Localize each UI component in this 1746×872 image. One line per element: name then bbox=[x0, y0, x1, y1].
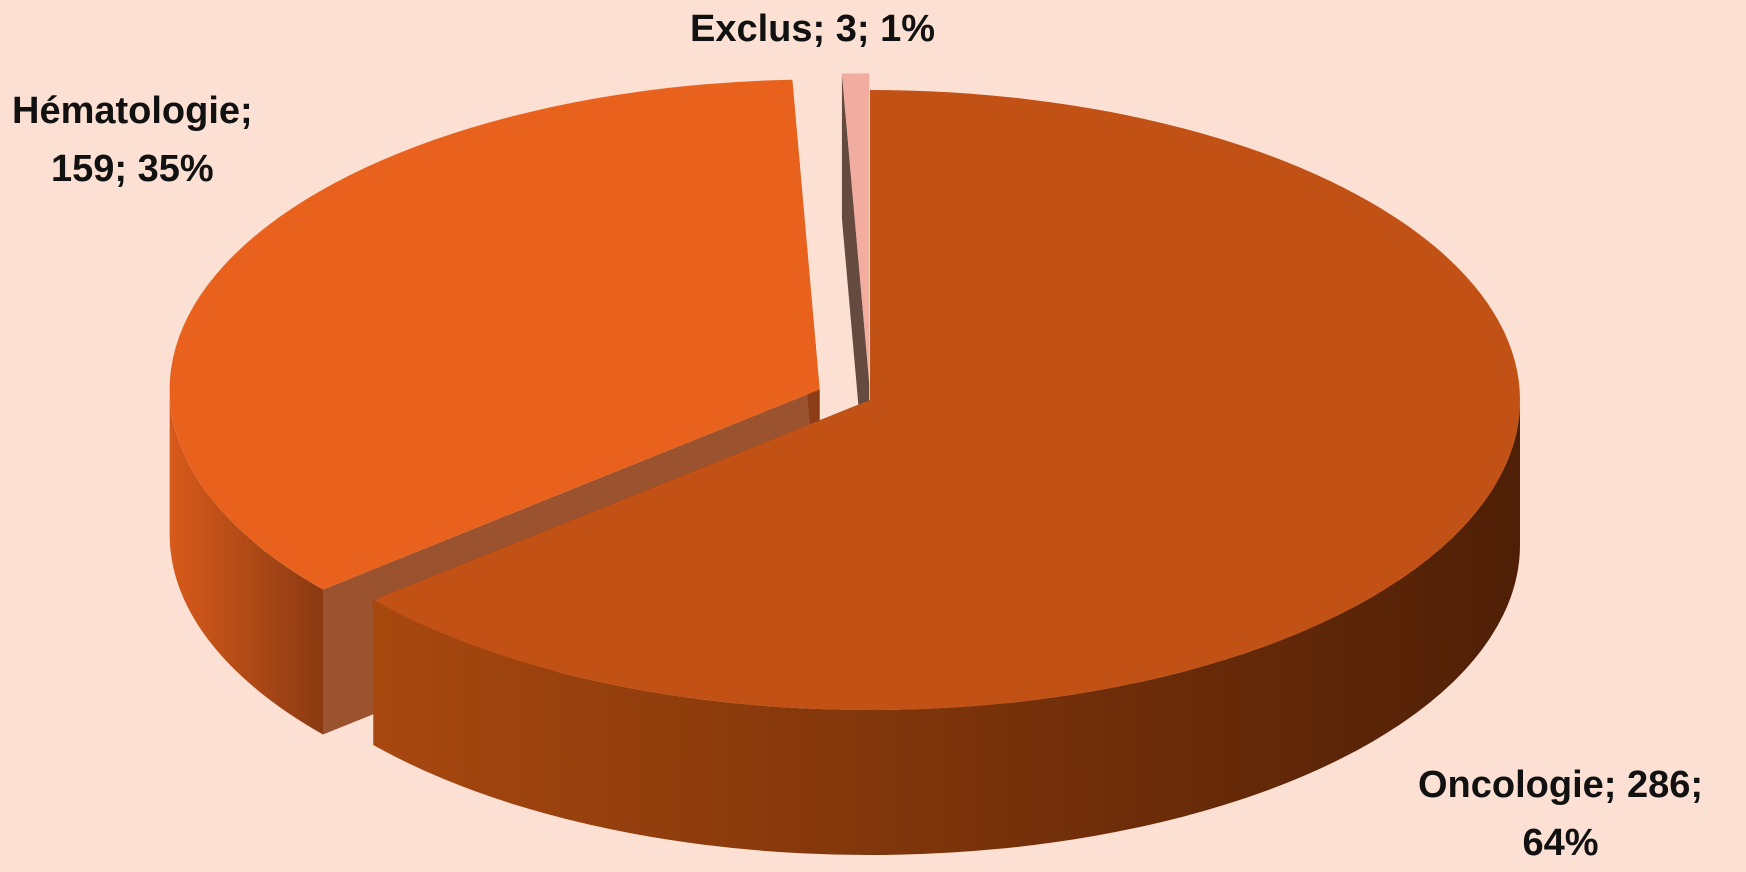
slice-hematologie-side-1 bbox=[169, 389, 324, 735]
label-oncologie-line2: 64% bbox=[1522, 822, 1599, 864]
label-exclus: Exclus; 3; 1% bbox=[690, 0, 935, 58]
label-hematologie-line2: 159; 35% bbox=[51, 148, 214, 190]
slice-hematologie-top bbox=[169, 79, 820, 590]
slice-oncologie bbox=[373, 90, 1521, 855]
slice-exclus-top bbox=[841, 73, 870, 384]
label-oncologie: Oncologie; 286; 64% bbox=[1418, 756, 1703, 872]
slice-oncologie-side-1 bbox=[373, 400, 1520, 855]
label-exclus-line1: Exclus; 3; 1% bbox=[690, 8, 935, 50]
slice-oncologie-top bbox=[373, 90, 1521, 711]
label-oncologie-line1: Oncologie; 286; bbox=[1418, 764, 1704, 806]
label-hematologie: Hématologie; 159; 35% bbox=[12, 82, 253, 198]
label-hematologie-line1: Hématologie; bbox=[12, 90, 253, 132]
